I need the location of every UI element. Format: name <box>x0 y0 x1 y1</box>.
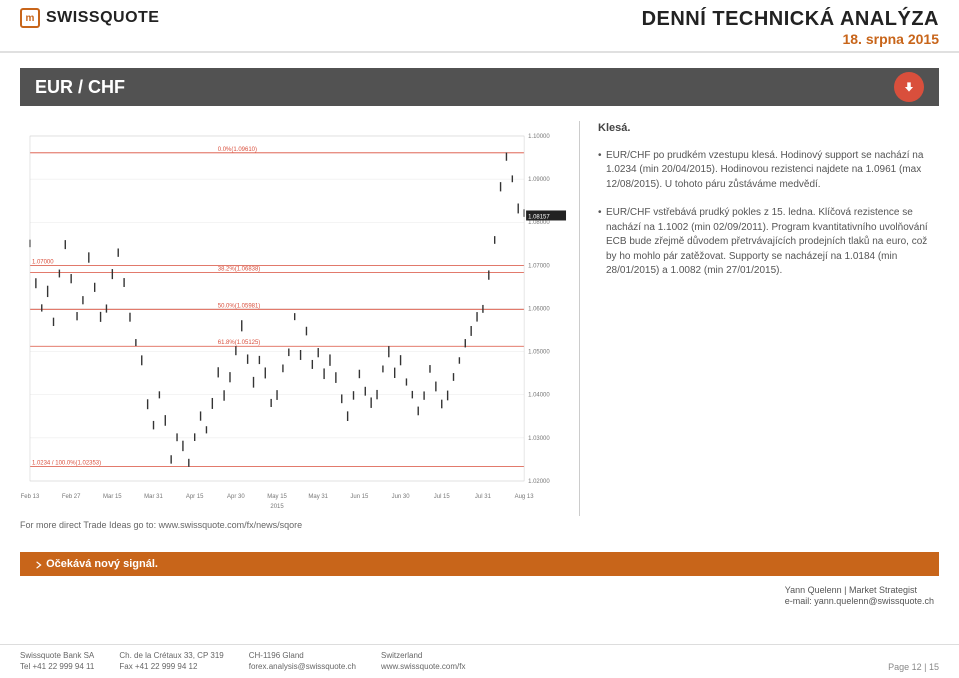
svg-text:May 15: May 15 <box>267 494 287 500</box>
price-chart: 1.02000 1.03000 1.04000 1.05000 1.06000 1.070… <box>20 121 580 516</box>
svg-text:Jul 15: Jul 15 <box>434 494 451 500</box>
svg-text:Mar 31: Mar 31 <box>144 494 163 500</box>
page-header: m SWISSQUOTE DENNÍ TECHNICKÁ ANALÝZA 18.… <box>0 0 959 53</box>
svg-text:1.05000: 1.05000 <box>528 350 550 356</box>
title-block: DENNÍ TECHNICKÁ ANALÝZA 18. srpna 2015 <box>642 8 939 47</box>
svg-text:50.0%(1.05981): 50.0%(1.05981) <box>218 303 261 309</box>
summary-text: Klesá. <box>598 121 939 137</box>
pair-name: EUR / CHF <box>35 77 125 98</box>
bullet-2: EUR/CHF vstřebává prudký pokles z 15. le… <box>598 206 939 279</box>
svg-text:1.06000: 1.06000 <box>528 306 550 312</box>
footer-col-4: Switzerland www.swissquote.com/fx <box>381 651 465 672</box>
chevron-right-icon <box>35 560 43 568</box>
svg-text:Jul 31: Jul 31 <box>475 494 492 500</box>
svg-text:Apr 15: Apr 15 <box>186 494 204 500</box>
svg-text:1.0234 / 100.0%(1.02353): 1.0234 / 100.0%(1.02353) <box>32 460 101 466</box>
footer-left: Swissquote Bank SA Tel +41 22 999 94 11 … <box>20 651 465 672</box>
footer-country: Switzerland <box>381 651 465 661</box>
svg-text:2015: 2015 <box>270 504 284 510</box>
footer-col-3: CH-1196 Gland forex.analysis@swissquote.… <box>249 651 356 672</box>
svg-text:1.08000: 1.08000 <box>528 220 550 226</box>
svg-text:1.07000: 1.07000 <box>528 263 550 269</box>
page-number: Page 12 | 15 <box>888 662 939 672</box>
ideas-link: For more direct Trade Ideas go to: www.s… <box>0 516 959 532</box>
page-title: DENNÍ TECHNICKÁ ANALÝZA <box>642 8 939 31</box>
analysis-pane: Klesá. EUR/CHF po prudkém vzestupu klesá… <box>598 121 939 516</box>
svg-text:0.0%(1.09610): 0.0%(1.09610) <box>218 147 257 153</box>
brand-logo: m SWISSQUOTE <box>20 8 159 28</box>
footer-col-2: Ch. de la Crétaux 33, CP 319 Fax +41 22 … <box>119 651 223 672</box>
footer-company: Swissquote Bank SA <box>20 651 94 661</box>
svg-text:1.03000: 1.03000 <box>528 436 550 442</box>
svg-text:1.09000: 1.09000 <box>528 177 550 183</box>
page-footer: Swissquote Bank SA Tel +41 22 999 94 11 … <box>0 644 959 678</box>
footer-address: Ch. de la Crétaux 33, CP 319 <box>119 651 223 661</box>
svg-text:Jun 15: Jun 15 <box>350 494 369 500</box>
footer-tel: Tel +41 22 999 94 11 <box>20 662 94 672</box>
svg-text:Feb 27: Feb 27 <box>62 494 81 500</box>
svg-text:Mar 15: Mar 15 <box>103 494 122 500</box>
svg-text:May 31: May 31 <box>308 494 328 500</box>
footer-url: www.swissquote.com/fx <box>381 662 465 672</box>
signal-bar: Očekává nový signál. <box>20 552 939 576</box>
strategist-name: Yann Quelenn | Market Strategist <box>785 585 934 597</box>
pair-bar: EUR / CHF <box>20 68 939 106</box>
logo-icon: m <box>20 8 40 28</box>
svg-text:Apr 30: Apr 30 <box>227 494 245 500</box>
svg-text:Feb 13: Feb 13 <box>21 494 40 500</box>
svg-text:38.2%(1.06838): 38.2%(1.06838) <box>218 266 261 272</box>
svg-text:1.02000: 1.02000 <box>528 479 550 485</box>
svg-text:Jun 30: Jun 30 <box>392 494 411 500</box>
svg-text:Aug 13: Aug 13 <box>515 494 535 500</box>
svg-text:1.10000: 1.10000 <box>528 134 550 140</box>
signal-text: Očekává nový signál. <box>46 558 158 570</box>
footer-col-1: Swissquote Bank SA Tel +41 22 999 94 11 <box>20 651 94 672</box>
direction-down-icon <box>894 72 924 102</box>
strategist-email: e-mail: yann.quelenn@swissquote.ch <box>785 596 934 608</box>
svg-text:1.08157: 1.08157 <box>528 214 550 220</box>
brand-name: SWISSQUOTE <box>46 9 159 27</box>
svg-text:1.04000: 1.04000 <box>528 393 550 399</box>
footer-city: CH-1196 Gland <box>249 651 356 661</box>
svg-text:61.8%(1.05125): 61.8%(1.05125) <box>218 340 261 346</box>
svg-text:1.07000: 1.07000 <box>32 259 54 265</box>
footer-email: forex.analysis@swissquote.ch <box>249 662 356 672</box>
footer-fax: Fax +41 22 999 94 12 <box>119 662 223 672</box>
content-row: 1.02000 1.03000 1.04000 1.05000 1.06000 1.070… <box>0 116 959 516</box>
strategist-block: Yann Quelenn | Market Strategist e-mail:… <box>785 585 934 608</box>
bullet-1: EUR/CHF po prudkém vzestupu klesá. Hodin… <box>598 149 939 193</box>
page-date: 18. srpna 2015 <box>642 31 939 47</box>
